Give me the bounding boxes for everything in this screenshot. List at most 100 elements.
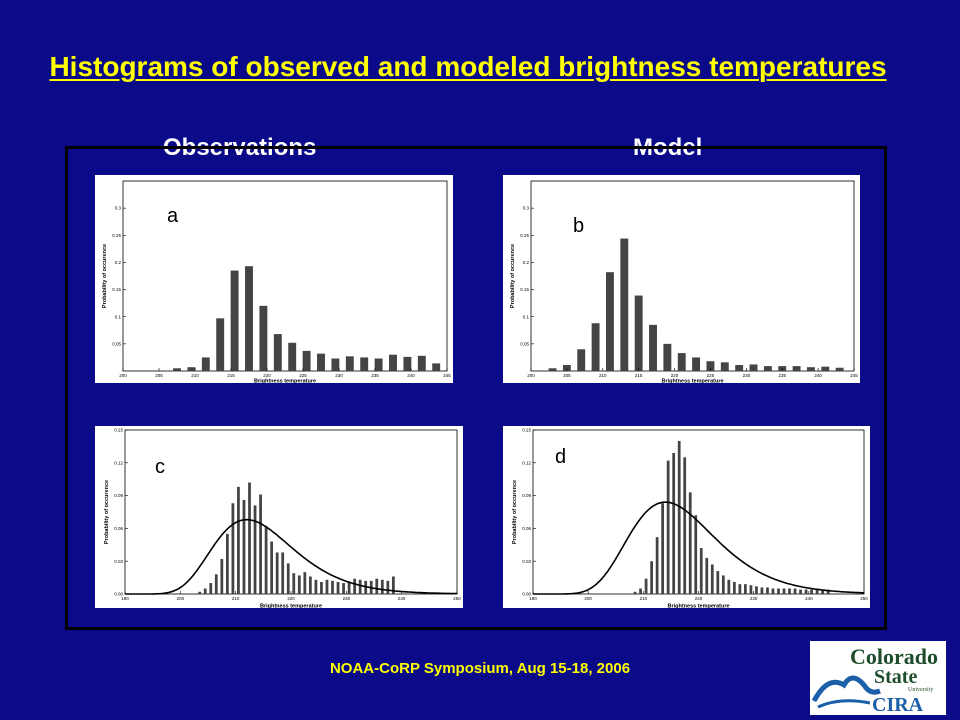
y-tick-label: 0.15 bbox=[114, 428, 123, 433]
histogram-bar bbox=[692, 357, 701, 371]
histogram-bar bbox=[432, 363, 441, 371]
histogram-bar bbox=[314, 579, 318, 594]
x-tick-label: 220 bbox=[287, 596, 295, 601]
histogram-bar bbox=[716, 571, 720, 594]
histogram-bar bbox=[771, 588, 775, 594]
histogram-bar bbox=[749, 585, 753, 594]
histogram-bar bbox=[738, 584, 742, 594]
histogram-bar bbox=[639, 588, 642, 594]
y-tick-label: 0.2 bbox=[523, 260, 530, 265]
histogram-bar bbox=[727, 579, 731, 594]
x-tick-label: 230 bbox=[343, 596, 351, 601]
histogram-bar bbox=[760, 587, 764, 594]
histogram-bar bbox=[248, 482, 251, 594]
histogram-panel-a: 200 205 210 215 220 225 230 235 240 245 0.05 0.1 0.1… bbox=[95, 175, 453, 383]
histogram-bar bbox=[777, 588, 780, 594]
x-tick-label: 250 bbox=[453, 596, 461, 601]
histogram-bar bbox=[721, 575, 725, 594]
panel-label-c: c bbox=[155, 456, 165, 478]
x-tick-label: 205 bbox=[155, 373, 163, 378]
x-tick-label: 200 bbox=[119, 373, 127, 378]
figure-frame bbox=[65, 146, 887, 630]
histogram-bar bbox=[683, 457, 687, 594]
histogram-bar bbox=[230, 270, 239, 371]
histogram-bar bbox=[417, 355, 426, 371]
x-tick-label: 235 bbox=[371, 373, 379, 378]
y-tick-label: 0.03 bbox=[114, 559, 123, 564]
fitted-curve bbox=[125, 518, 457, 595]
x-tick-label: 250 bbox=[860, 596, 868, 601]
x-tick-label: 210 bbox=[232, 596, 240, 601]
y-tick-label: 0.15 bbox=[522, 428, 531, 433]
histogram-bar bbox=[644, 578, 648, 594]
histogram-panel-b: 200 205 210 215 220 225 230 235 240 245 0.05 0.1 0.1… bbox=[503, 175, 860, 383]
histogram-bar bbox=[732, 581, 736, 594]
histogram-bar bbox=[288, 342, 297, 371]
histogram-bar bbox=[286, 563, 290, 594]
histogram-bar bbox=[749, 364, 758, 371]
histogram-bar bbox=[403, 356, 412, 371]
histogram-bar bbox=[744, 584, 747, 594]
y-tick-label: 0.1 bbox=[523, 314, 530, 319]
histogram-bar bbox=[720, 362, 729, 371]
x-tick-label: 230 bbox=[743, 373, 751, 378]
x-tick-label: 225 bbox=[707, 373, 715, 378]
histogram-bar bbox=[735, 365, 744, 371]
histogram-bar bbox=[209, 583, 213, 594]
histogram-bar bbox=[806, 367, 815, 371]
svg-text:University: University bbox=[908, 687, 933, 693]
y-tick-label: 0.09 bbox=[522, 493, 531, 498]
histogram-bar bbox=[650, 561, 653, 594]
x-axis-label: Brightness temperature bbox=[661, 379, 723, 384]
y-axis-label: Probability of occurence bbox=[510, 244, 516, 308]
histogram-bar bbox=[374, 358, 383, 371]
y-tick-label: 0.25 bbox=[520, 233, 529, 238]
x-tick-label: 245 bbox=[443, 373, 451, 378]
y-tick-label: 0.06 bbox=[522, 526, 531, 531]
histogram-bar bbox=[710, 564, 714, 594]
histogram-bar bbox=[303, 572, 307, 594]
histogram-bar bbox=[677, 440, 681, 594]
x-tick-label: 220 bbox=[671, 373, 679, 378]
y-tick-label: 0.15 bbox=[520, 287, 529, 292]
histogram-bar bbox=[755, 586, 758, 594]
histogram-bar bbox=[345, 356, 354, 371]
histogram-bar bbox=[302, 350, 311, 371]
histogram-bar bbox=[187, 367, 196, 371]
y-tick-label: 0.1 bbox=[115, 314, 122, 319]
svg-text:CIRA: CIRA bbox=[872, 694, 924, 715]
x-tick-label: 220 bbox=[695, 596, 703, 601]
histogram-bar bbox=[705, 557, 709, 594]
histogram-bar bbox=[835, 367, 844, 371]
histogram-bar bbox=[297, 575, 301, 594]
x-tick-label: 225 bbox=[299, 373, 307, 378]
histogram-bar bbox=[804, 589, 808, 594]
histogram-bar bbox=[792, 366, 801, 371]
histogram-bar bbox=[253, 505, 257, 594]
histogram-bar bbox=[666, 460, 670, 594]
y-axis-label: Probability of occurence bbox=[512, 480, 518, 544]
histogram-bar bbox=[264, 526, 268, 594]
histogram-bar bbox=[389, 354, 397, 371]
histogram-panel-c: 190 200 210 220 230 240 250 0.00 0.03 0.06 0.09 0.1… bbox=[95, 426, 463, 608]
y-tick-label: 0.09 bbox=[114, 493, 123, 498]
histogram-bar bbox=[810, 589, 813, 594]
plot-area-frame bbox=[530, 180, 855, 372]
y-tick-label: 0.06 bbox=[114, 526, 123, 531]
x-tick-label: 210 bbox=[599, 373, 607, 378]
histogram-bar bbox=[259, 305, 268, 371]
histogram-bar bbox=[677, 353, 686, 371]
histogram-bar bbox=[325, 579, 329, 594]
y-tick-label: 0.12 bbox=[114, 460, 123, 465]
histogram-bar bbox=[198, 591, 202, 594]
y-axis-label: Probability of occurence bbox=[102, 244, 108, 308]
x-tick-label: 230 bbox=[750, 596, 758, 601]
x-tick-label: 200 bbox=[527, 373, 535, 378]
plot-area-frame bbox=[532, 429, 865, 595]
y-tick-label: 0.3 bbox=[115, 206, 122, 211]
plot-area-frame bbox=[122, 180, 448, 372]
x-tick-label: 240 bbox=[407, 373, 415, 378]
histogram-bar bbox=[342, 583, 345, 594]
y-tick-label: 0.05 bbox=[520, 341, 529, 346]
histogram-bar bbox=[281, 552, 285, 594]
